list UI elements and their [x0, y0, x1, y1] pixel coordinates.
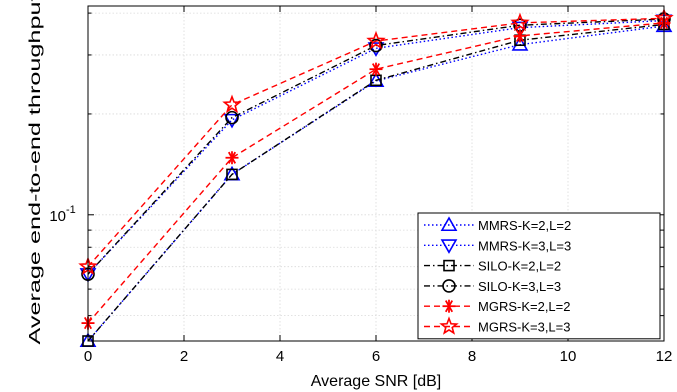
- legend-label: MGRS-K=3,L=3: [478, 320, 571, 335]
- legend-item: SILO-K=2,L=2: [424, 259, 561, 274]
- data-point: [225, 151, 239, 165]
- series-line: [87, 23, 665, 342]
- series-line: [87, 25, 665, 342]
- legend-item: MGRS-K=2,L=2: [424, 299, 571, 314]
- legend-item: MMRS-K=3,L=3: [424, 238, 571, 254]
- data-point: [510, 12, 530, 32]
- legend-marker: [443, 259, 455, 272]
- data-point: [222, 94, 242, 114]
- data-point: [225, 110, 239, 125]
- x-tick-label: 12: [656, 348, 673, 365]
- legend-marker: [440, 239, 458, 254]
- legend-marker: [442, 299, 456, 313]
- x-tick-label: 8: [468, 348, 476, 365]
- legend-item: SILO-K=3,L=3: [424, 279, 561, 294]
- legend-label: SILO-K=3,L=3: [478, 279, 561, 294]
- x-tick-label: 2: [180, 348, 188, 365]
- data-point: [226, 168, 238, 181]
- legend-item: MMRS-K=2,L=2: [424, 216, 571, 233]
- legend-item: MGRS-K=3,L=3: [424, 316, 571, 335]
- series-line: [87, 19, 665, 275]
- x-tick-label: 0: [84, 348, 92, 365]
- legend-marker: [439, 316, 459, 335]
- legend-marker: [440, 216, 458, 232]
- series-line: [87, 18, 665, 275]
- y-axis-label: Average end-to-end throughput: [27, 0, 44, 345]
- x-axis-label: Average SNR [dB]: [311, 373, 441, 390]
- series-line: [87, 17, 665, 268]
- legend-label: MMRS-K=2,L=2: [478, 218, 571, 233]
- legend: MMRS-K=2,L=2 MMRS-K=3,L=3 SILO-K=2,L=2 SILO…: [417, 212, 661, 340]
- legend-marker: [442, 279, 456, 293]
- data-point: [367, 42, 385, 57]
- data-point: [369, 38, 383, 53]
- y-tick-exponent: -1: [66, 204, 76, 216]
- y-tick-label: 10: [49, 208, 66, 225]
- legend-label: SILO-K=2,L=2: [478, 259, 561, 274]
- data-point: [366, 30, 386, 50]
- legend-label: MGRS-K=2,L=2: [478, 299, 571, 314]
- data-point: [511, 36, 529, 51]
- x-tick-label: 10: [560, 348, 577, 365]
- data-point: [369, 62, 383, 76]
- data-point: [513, 29, 527, 43]
- legend-box: [417, 212, 661, 340]
- legend-label: MMRS-K=3,L=3: [478, 238, 571, 253]
- grid: [88, 6, 664, 341]
- x-tick-label: 6: [372, 348, 380, 365]
- series-line: [87, 22, 665, 324]
- x-tick-label: 4: [276, 348, 284, 365]
